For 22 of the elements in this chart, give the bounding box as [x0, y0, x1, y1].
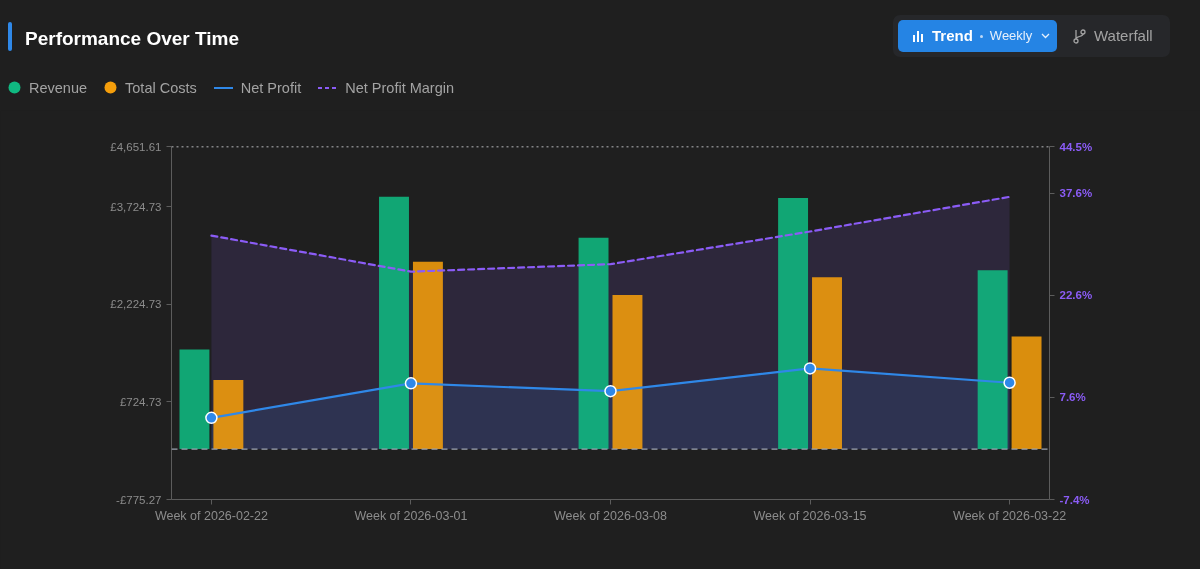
- x-tick-label: Week of 2026-03-15: [753, 508, 867, 523]
- legend-label: Revenue: [29, 78, 88, 98]
- x-tick-label: Week of 2026-03-08: [553, 508, 668, 523]
- y-tick-label: -£775.27: [116, 493, 162, 506]
- text: Waterfall: [1094, 26, 1153, 47]
- x-tick-label: Week of 2026-03-01: [354, 508, 468, 523]
- y-tick-label: £2,224.73: [110, 298, 162, 311]
- chart-title: Performance Over Time: [25, 27, 240, 51]
- y2-tick-label: 37.6%: [1059, 187, 1093, 200]
- legend-label: Net Profit: [240, 78, 302, 98]
- y2-tick-label: 44.5%: [1059, 140, 1093, 153]
- legend-label: Net Profit Margin: [345, 78, 455, 98]
- legend-label: Total Costs: [125, 78, 197, 98]
- y2-tick-label: 22.6%: [1059, 289, 1093, 302]
- y-tick-label: £3,724.73: [110, 200, 162, 213]
- y-tick-label: £724.73: [119, 395, 162, 408]
- y-tick-label: £4,651.61: [110, 140, 162, 153]
- y2-tick-label: 7.6%: [1059, 391, 1086, 404]
- x-tick-label: Week of 2026-02-22: [154, 508, 268, 523]
- y2-tick-label: -7.4%: [1059, 493, 1090, 506]
- button-trend-weekly: Trend Weekly: [898, 20, 1057, 52]
- x-tick-label: Week of 2026-03-22: [953, 508, 1067, 523]
